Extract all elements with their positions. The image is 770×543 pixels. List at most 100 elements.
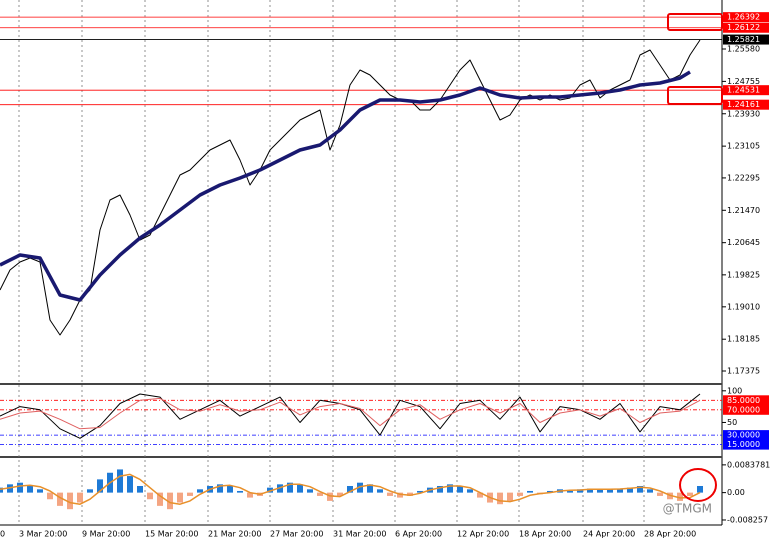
histogram-bar bbox=[697, 485, 703, 493]
y-tick-label: 50 bbox=[727, 418, 737, 427]
histogram-bar bbox=[87, 489, 93, 493]
histogram-bar bbox=[467, 489, 473, 493]
histogram-bar bbox=[597, 489, 603, 493]
histogram-bar bbox=[507, 492, 513, 501]
y-tick-label: 1.19825 bbox=[727, 270, 760, 279]
x-tick-label: 6 Apr 20:00 bbox=[395, 530, 442, 539]
histogram-bar bbox=[587, 488, 593, 493]
series-line bbox=[0, 70, 691, 302]
histogram-bar bbox=[27, 485, 33, 493]
histogram-bar bbox=[477, 492, 483, 498]
series-line bbox=[0, 397, 701, 430]
histogram-bar bbox=[447, 484, 453, 493]
x-tick-label: 0 bbox=[0, 530, 5, 539]
highlight-circle bbox=[679, 468, 717, 502]
histogram-bar bbox=[47, 492, 53, 500]
x-tick-label: 3 Mar 20:00 bbox=[19, 530, 67, 539]
histogram-bar bbox=[437, 485, 443, 493]
histogram-bar bbox=[687, 492, 693, 496]
histogram-bar bbox=[617, 488, 623, 493]
histogram-bar bbox=[297, 484, 303, 493]
histogram-bar bbox=[637, 485, 643, 493]
x-tick-label: 27 Mar 20:00 bbox=[270, 530, 323, 539]
histogram-bar bbox=[387, 492, 393, 496]
histogram-bar bbox=[327, 492, 333, 501]
level-label: 70.0000 bbox=[727, 405, 760, 414]
x-tick-label: 9 Mar 20:00 bbox=[82, 530, 130, 539]
x-tick-label: 31 Mar 20:00 bbox=[333, 530, 386, 539]
level-label-bg bbox=[723, 430, 769, 441]
x-tick-label: 18 Apr 20:00 bbox=[519, 530, 571, 539]
histogram-bar bbox=[287, 482, 293, 493]
y-tick-label: 1.17375 bbox=[727, 366, 760, 375]
histogram-bar bbox=[227, 485, 233, 493]
x-tick-label: 24 Apr 20:00 bbox=[583, 530, 635, 539]
histogram-bar bbox=[497, 492, 503, 505]
y-tick-label: 1.24755 bbox=[727, 77, 760, 86]
histogram-bar bbox=[77, 492, 83, 503]
y-tick-label: 1.19010 bbox=[727, 302, 760, 311]
y-tick-label: 1.22295 bbox=[727, 173, 760, 182]
histogram-bar bbox=[197, 489, 203, 493]
level-label: 30.0000 bbox=[727, 431, 760, 440]
histogram-bar bbox=[217, 484, 223, 493]
x-tick-label: 28 Apr 20:00 bbox=[644, 530, 696, 539]
histogram-bar bbox=[147, 492, 153, 500]
histogram-bar bbox=[567, 490, 573, 493]
x-tick-label: 12 Apr 20:00 bbox=[457, 530, 509, 539]
level-label-bg bbox=[723, 12, 769, 23]
histogram-bar bbox=[237, 490, 243, 493]
histogram-bar bbox=[407, 492, 413, 496]
histogram-bar bbox=[347, 485, 353, 493]
histogram-bar bbox=[527, 490, 533, 493]
histogram-bar bbox=[137, 485, 143, 493]
histogram-bar bbox=[267, 487, 273, 493]
histogram-bar bbox=[17, 482, 23, 493]
histogram-bar bbox=[357, 482, 363, 493]
histogram-bar bbox=[657, 492, 663, 496]
histogram-bar bbox=[377, 489, 383, 493]
level-label: 85.0000 bbox=[727, 396, 760, 405]
x-tick-label: 21 Mar 20:00 bbox=[208, 530, 261, 539]
histogram-bar bbox=[547, 490, 553, 493]
histogram-bar bbox=[517, 492, 523, 496]
series-line bbox=[0, 473, 701, 505]
histogram-bar bbox=[307, 489, 313, 493]
histogram-bar bbox=[677, 492, 683, 501]
level-label-bg bbox=[723, 395, 769, 406]
y-tick-label: 1.25580 bbox=[727, 45, 760, 54]
histogram-bar bbox=[337, 492, 343, 496]
histogram-bar bbox=[607, 489, 613, 493]
level-label-bg bbox=[723, 439, 769, 450]
watermark: @TMGM bbox=[663, 502, 712, 516]
y-tick-label: -0.008257 bbox=[727, 515, 768, 524]
level-label-bg bbox=[723, 99, 769, 110]
histogram-bar bbox=[57, 492, 63, 506]
histogram-bar bbox=[187, 492, 193, 496]
histogram-bar bbox=[247, 492, 253, 498]
level-label-bg bbox=[723, 404, 769, 415]
histogram-bar bbox=[0, 487, 3, 493]
level-label: 1.25821 bbox=[727, 35, 760, 44]
level-label: 1.26122 bbox=[727, 23, 760, 32]
histogram-bar bbox=[157, 492, 163, 506]
histogram-bar bbox=[647, 489, 653, 493]
level-label-bg bbox=[723, 85, 769, 96]
level-label-bg bbox=[723, 22, 769, 33]
level-label: 1.24161 bbox=[727, 100, 760, 109]
y-tick-label: 1.21470 bbox=[727, 206, 760, 215]
level-label: 1.24531 bbox=[727, 86, 760, 95]
histogram-bar bbox=[317, 492, 323, 496]
y-tick-label: 1.23105 bbox=[727, 142, 760, 151]
histogram-bar bbox=[7, 484, 13, 493]
highlight-box bbox=[667, 13, 723, 31]
histogram-bar bbox=[127, 476, 133, 493]
histogram-bar bbox=[577, 489, 583, 493]
histogram-bar bbox=[97, 479, 103, 493]
y-tick-label: 1.18185 bbox=[727, 335, 760, 344]
series-line bbox=[0, 393, 701, 439]
histogram-bar bbox=[627, 487, 633, 493]
histogram-bar bbox=[397, 492, 403, 498]
